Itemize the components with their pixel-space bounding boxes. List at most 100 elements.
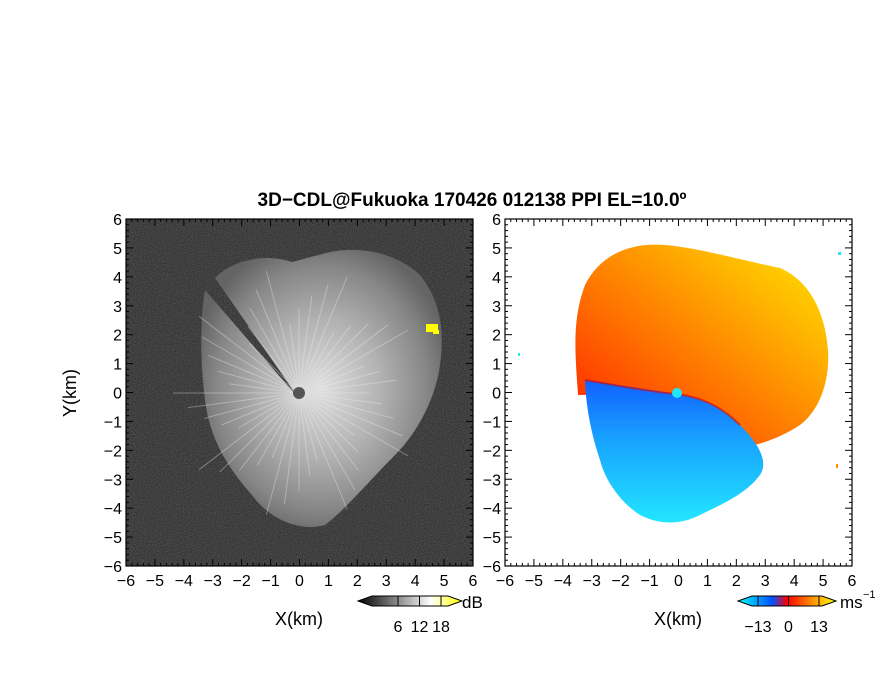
reflectivity-ray xyxy=(298,379,397,394)
velocity-x-tick-label: 2 xyxy=(732,573,741,590)
reflectivity-ray xyxy=(265,392,300,515)
reflectivity-ray xyxy=(298,370,381,394)
velocity-isolated-pixel-1 xyxy=(838,252,841,255)
reflectivity-ray xyxy=(298,276,348,394)
reflectivity-y-tick-label: −4 xyxy=(104,501,122,518)
reflectivity-ray xyxy=(298,324,389,394)
velocity-y-tick-label: 6 xyxy=(492,212,501,229)
reflectivity-ray xyxy=(298,323,369,394)
reflectivity-ray xyxy=(198,392,300,471)
reflectivity-ray xyxy=(271,392,300,458)
velocity-y-tick-label: −4 xyxy=(483,501,501,518)
velocity-x-tick-label: −5 xyxy=(525,573,543,590)
velocity-x-tick-label: 5 xyxy=(819,573,828,590)
reflectivity-panel: −6 −5 −4 −3 −2 −1 0 1 2 3 4 5 6 −6 −5 −4 −3 −2 −1 0 1 2 3 4 5 6 X… xyxy=(60,212,478,629)
db-colorbar-tick-label: 18 xyxy=(432,619,450,636)
reflectivity-ray xyxy=(298,392,311,477)
reflectivity-x-tick-label: 4 xyxy=(411,573,420,590)
radar-site-marker xyxy=(293,387,305,399)
db-colorbar: 6 12 18 dB xyxy=(356,593,483,636)
velocity-approaching-region xyxy=(585,380,764,523)
reflectivity-ray xyxy=(256,392,300,466)
reflectivity-ray xyxy=(265,271,300,394)
velocity-y-tick-label: 3 xyxy=(492,299,501,316)
velocity-y-tick-label: 4 xyxy=(492,270,501,287)
velocity-x-tick-label: −4 xyxy=(554,573,572,590)
velocity-y-tick-label: 1 xyxy=(492,357,501,374)
velocity-y-tick-label: 5 xyxy=(492,241,501,258)
reflectivity-y-tick-label: 0 xyxy=(113,386,122,403)
velocity-receding-region xyxy=(575,244,829,448)
velocity-x-tick-label: 6 xyxy=(848,573,857,590)
reflectivity-ray xyxy=(298,392,360,472)
reflectivity-x-tick-label: −3 xyxy=(204,573,222,590)
reflectivity-ray xyxy=(298,392,356,491)
reflectivity-ray xyxy=(229,383,300,394)
db-colorbar-body xyxy=(356,595,464,607)
velocity-y-tick-label: 2 xyxy=(492,328,501,345)
velocity-colorbar-tick-label: 13 xyxy=(810,619,828,636)
reflectivity-ray xyxy=(247,326,300,394)
reflectivity-ray xyxy=(187,392,300,409)
velocity-x-tick-label: −1 xyxy=(640,573,658,590)
reflectivity-ray xyxy=(221,392,300,426)
reflectivity-y-tick-label: 2 xyxy=(113,328,122,345)
reflectivity-ray xyxy=(298,392,383,405)
reflectivity-ray xyxy=(283,392,300,505)
reflectivity-ray xyxy=(298,392,409,457)
velocity-isolated-pixel-3 xyxy=(836,464,838,468)
reflectivity-ray xyxy=(217,370,300,394)
velocity-x-tick-label: 4 xyxy=(790,573,799,590)
velocity-isolated-pixel-2 xyxy=(518,353,520,356)
velocity-x-tick-label: 1 xyxy=(703,573,712,590)
velocity-y-tick-label: −6 xyxy=(483,559,501,576)
velocity-x-tick-label: 0 xyxy=(674,573,683,590)
figure-title: 3D−CDL@Fukuoka 170426 012138 PPI EL=10.0… xyxy=(258,190,687,211)
reflectivity-ray xyxy=(204,392,300,419)
reflectivity-x-tick-label: 6 xyxy=(469,573,478,590)
reflectivity-x-tick-label: 0 xyxy=(295,573,304,590)
reflectivity-ray xyxy=(298,329,409,394)
reflectivity-y-tick-label: −5 xyxy=(104,530,122,547)
db-colorbar-ticks: 6 12 18 xyxy=(394,596,450,636)
reflectivity-y-tick-label: 4 xyxy=(113,270,122,287)
velocity-colorbar-tick-label: 0 xyxy=(784,619,793,636)
reflectivity-ray xyxy=(298,392,318,461)
reflectivity-x-tick-label: 5 xyxy=(440,573,449,590)
reflectivity-y-tick-label: 6 xyxy=(113,212,122,229)
velocity-colorbar-body xyxy=(736,595,838,607)
db-colorbar-tick-label: 6 xyxy=(394,619,403,636)
reflectivity-ray xyxy=(298,295,313,394)
reflectivity-echo xyxy=(201,249,442,527)
reflectivity-y-tick-label: −2 xyxy=(104,443,122,460)
reflectivity-x-tick-label: −6 xyxy=(117,573,135,590)
reflectivity-ray xyxy=(201,336,300,394)
reflectivity-y-tick-label: 3 xyxy=(113,299,122,316)
reflectivity-axes: −6 −5 −4 −3 −2 −1 0 1 2 3 4 5 6 −6 −5 −4 −3 −2 −1 0 1 2 3 4 5 6 xyxy=(104,212,478,590)
reflectivity-ray xyxy=(238,392,300,472)
velocity-x-tick-label: −3 xyxy=(583,573,601,590)
velocity-colorbar-ticks: −13 0 13 xyxy=(744,596,828,636)
reflectivity-ray xyxy=(289,323,300,394)
reflectivity-y-tick-label: −1 xyxy=(104,414,122,431)
reflectivity-x-tick-label: 3 xyxy=(382,573,391,590)
velocity-panel: −6 −5 −4 −3 −2 −1 0 1 2 3 4 5 6 −6 −5 −4 −3 −2 −1 0 1 2 3 4 5 6 X… xyxy=(483,212,857,629)
reflectivity-x-tick-label: 1 xyxy=(324,573,333,590)
reflectivity-ray xyxy=(298,392,359,453)
velocity-y-tick-label: −3 xyxy=(483,472,501,489)
reflectivity-rays xyxy=(173,271,409,515)
velocity-colorbar-tick-label: −13 xyxy=(744,619,771,636)
reflectivity-ray xyxy=(298,284,329,394)
reflectivity-x-tick-label: −5 xyxy=(146,573,164,590)
reflectivity-x-tick-label: −2 xyxy=(233,573,251,590)
reflectivity-ray xyxy=(298,392,403,437)
reflectivity-ray xyxy=(298,392,394,419)
velocity-y-tick-label: 0 xyxy=(492,386,501,403)
velocity-x-tick-label: 3 xyxy=(761,573,770,590)
velocity-y-tick-label: −2 xyxy=(483,443,501,460)
reflectivity-y-tick-label: −3 xyxy=(104,472,122,489)
reflectivity-y-tick-label: 1 xyxy=(113,357,122,374)
reflectivity-y-axis-label: Y(km) xyxy=(60,369,80,417)
velocity-y-tick-label: −1 xyxy=(483,414,501,431)
strong-echo-spot xyxy=(426,324,438,332)
